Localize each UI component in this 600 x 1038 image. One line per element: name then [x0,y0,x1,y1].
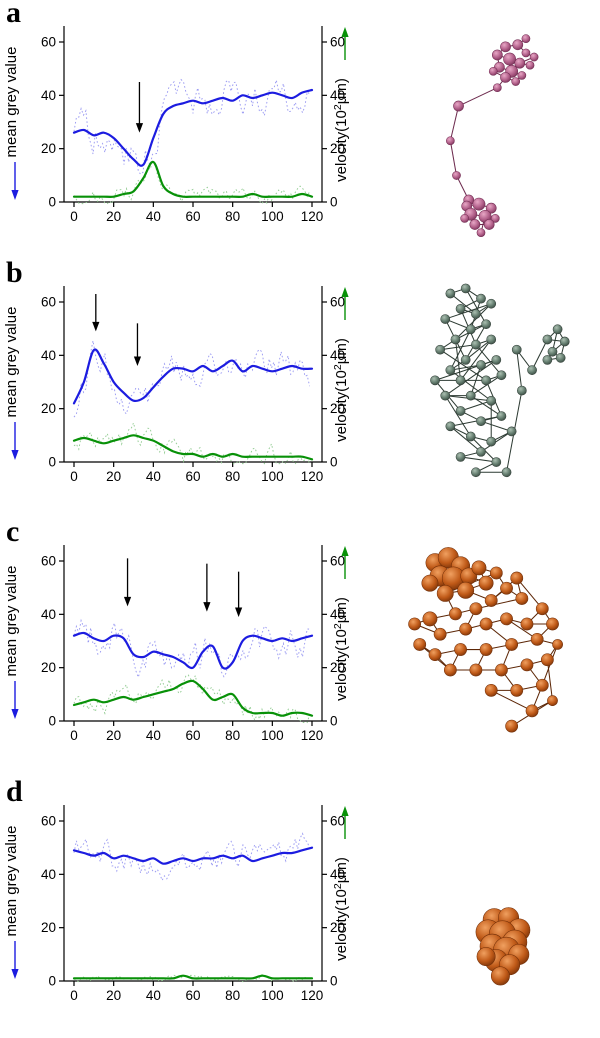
trajectory-plot-a [446,34,539,238]
svg-text:0: 0 [48,195,56,210]
svg-text:velocity(102μm): velocity(102μm) [332,857,350,961]
svg-text:20: 20 [106,728,121,743]
svg-text:velocity(102μm): velocity(102μm) [332,78,350,182]
svg-text:60: 60 [41,294,56,309]
svg-text:20: 20 [106,209,121,224]
svg-text:40: 40 [41,866,56,881]
svg-text:60: 60 [185,728,200,743]
svg-text:40: 40 [330,347,345,362]
svg-text:0: 0 [48,714,56,729]
panel-label-c: c [6,515,20,548]
svg-text:120: 120 [301,469,324,484]
svg-text:20: 20 [330,660,345,675]
panel-label-b: b [6,255,23,289]
svg-text:0: 0 [70,469,78,484]
svg-text:mean grey value: mean grey value [3,306,20,417]
svg-text:40: 40 [41,347,56,362]
svg-text:80: 80 [225,988,240,1003]
panel-b: b 0 0 20 20 40 40 60 60 0 20 40 60 80 100 120 mean grey… [0,256,600,520]
svg-text:80: 80 [225,728,240,743]
svg-text:60: 60 [185,988,200,1003]
svg-text:60: 60 [330,554,345,569]
svg-text:60: 60 [41,35,56,50]
svg-text:20: 20 [41,660,56,675]
svg-text:120: 120 [301,209,324,224]
svg-text:20: 20 [41,401,56,416]
svg-text:20: 20 [330,401,345,416]
svg-text:60: 60 [41,554,56,569]
trajectory-plot-c [408,547,563,733]
svg-text:80: 80 [225,209,240,224]
svg-text:100: 100 [261,469,284,484]
panel-label-a: a [6,0,21,29]
svg-text:60: 60 [330,294,345,309]
svg-text:40: 40 [146,728,161,743]
svg-text:100: 100 [261,728,284,743]
panel-c: c 0 0 20 20 40 40 60 60 0 20 40 60 80 100 120 mean grey… [0,515,600,779]
panel-label-d: d [6,774,23,808]
svg-text:0: 0 [330,195,338,210]
svg-text:60: 60 [330,35,345,50]
svg-text:40: 40 [146,209,161,224]
trajectory-plot-b [430,283,570,477]
svg-text:mean grey value: mean grey value [3,566,20,677]
svg-text:100: 100 [261,209,284,224]
svg-text:60: 60 [41,813,56,828]
svg-text:mean grey value: mean grey value [3,47,20,158]
svg-text:20: 20 [106,988,121,1003]
svg-text:100: 100 [261,988,284,1003]
svg-text:40: 40 [146,469,161,484]
svg-text:40: 40 [41,88,56,103]
svg-text:40: 40 [41,607,56,622]
svg-text:120: 120 [301,728,324,743]
svg-text:0: 0 [330,714,338,729]
svg-text:60: 60 [330,813,345,828]
svg-text:80: 80 [225,469,240,484]
svg-text:0: 0 [330,973,338,988]
svg-text:velocity(102μm): velocity(102μm) [332,597,350,701]
svg-text:40: 40 [146,988,161,1003]
panel-a: a 0 0 20 20 40 40 60 60 0 20 40 60 80 100 120 mean grey… [0,0,600,260]
svg-text:40: 40 [330,866,345,881]
svg-text:0: 0 [70,209,78,224]
panel-d: d 0 0 20 20 40 40 60 60 0 20 40 60 80 100 120 mean grey… [0,775,600,1038]
svg-text:60: 60 [185,469,200,484]
svg-text:0: 0 [70,728,78,743]
svg-text:0: 0 [70,988,78,1003]
svg-text:20: 20 [330,920,345,935]
svg-text:20: 20 [41,920,56,935]
svg-text:40: 40 [330,607,345,622]
svg-text:velocity(102μm): velocity(102μm) [332,338,350,442]
svg-text:20: 20 [41,141,56,156]
trajectory-plot-d [475,906,531,985]
svg-text:20: 20 [330,141,345,156]
svg-text:0: 0 [48,973,56,988]
svg-text:mean grey value: mean grey value [3,825,20,936]
svg-text:0: 0 [330,454,338,469]
svg-text:60: 60 [185,209,200,224]
svg-text:0: 0 [48,454,56,469]
svg-text:120: 120 [301,988,324,1003]
svg-text:40: 40 [330,88,345,103]
svg-text:20: 20 [106,469,121,484]
